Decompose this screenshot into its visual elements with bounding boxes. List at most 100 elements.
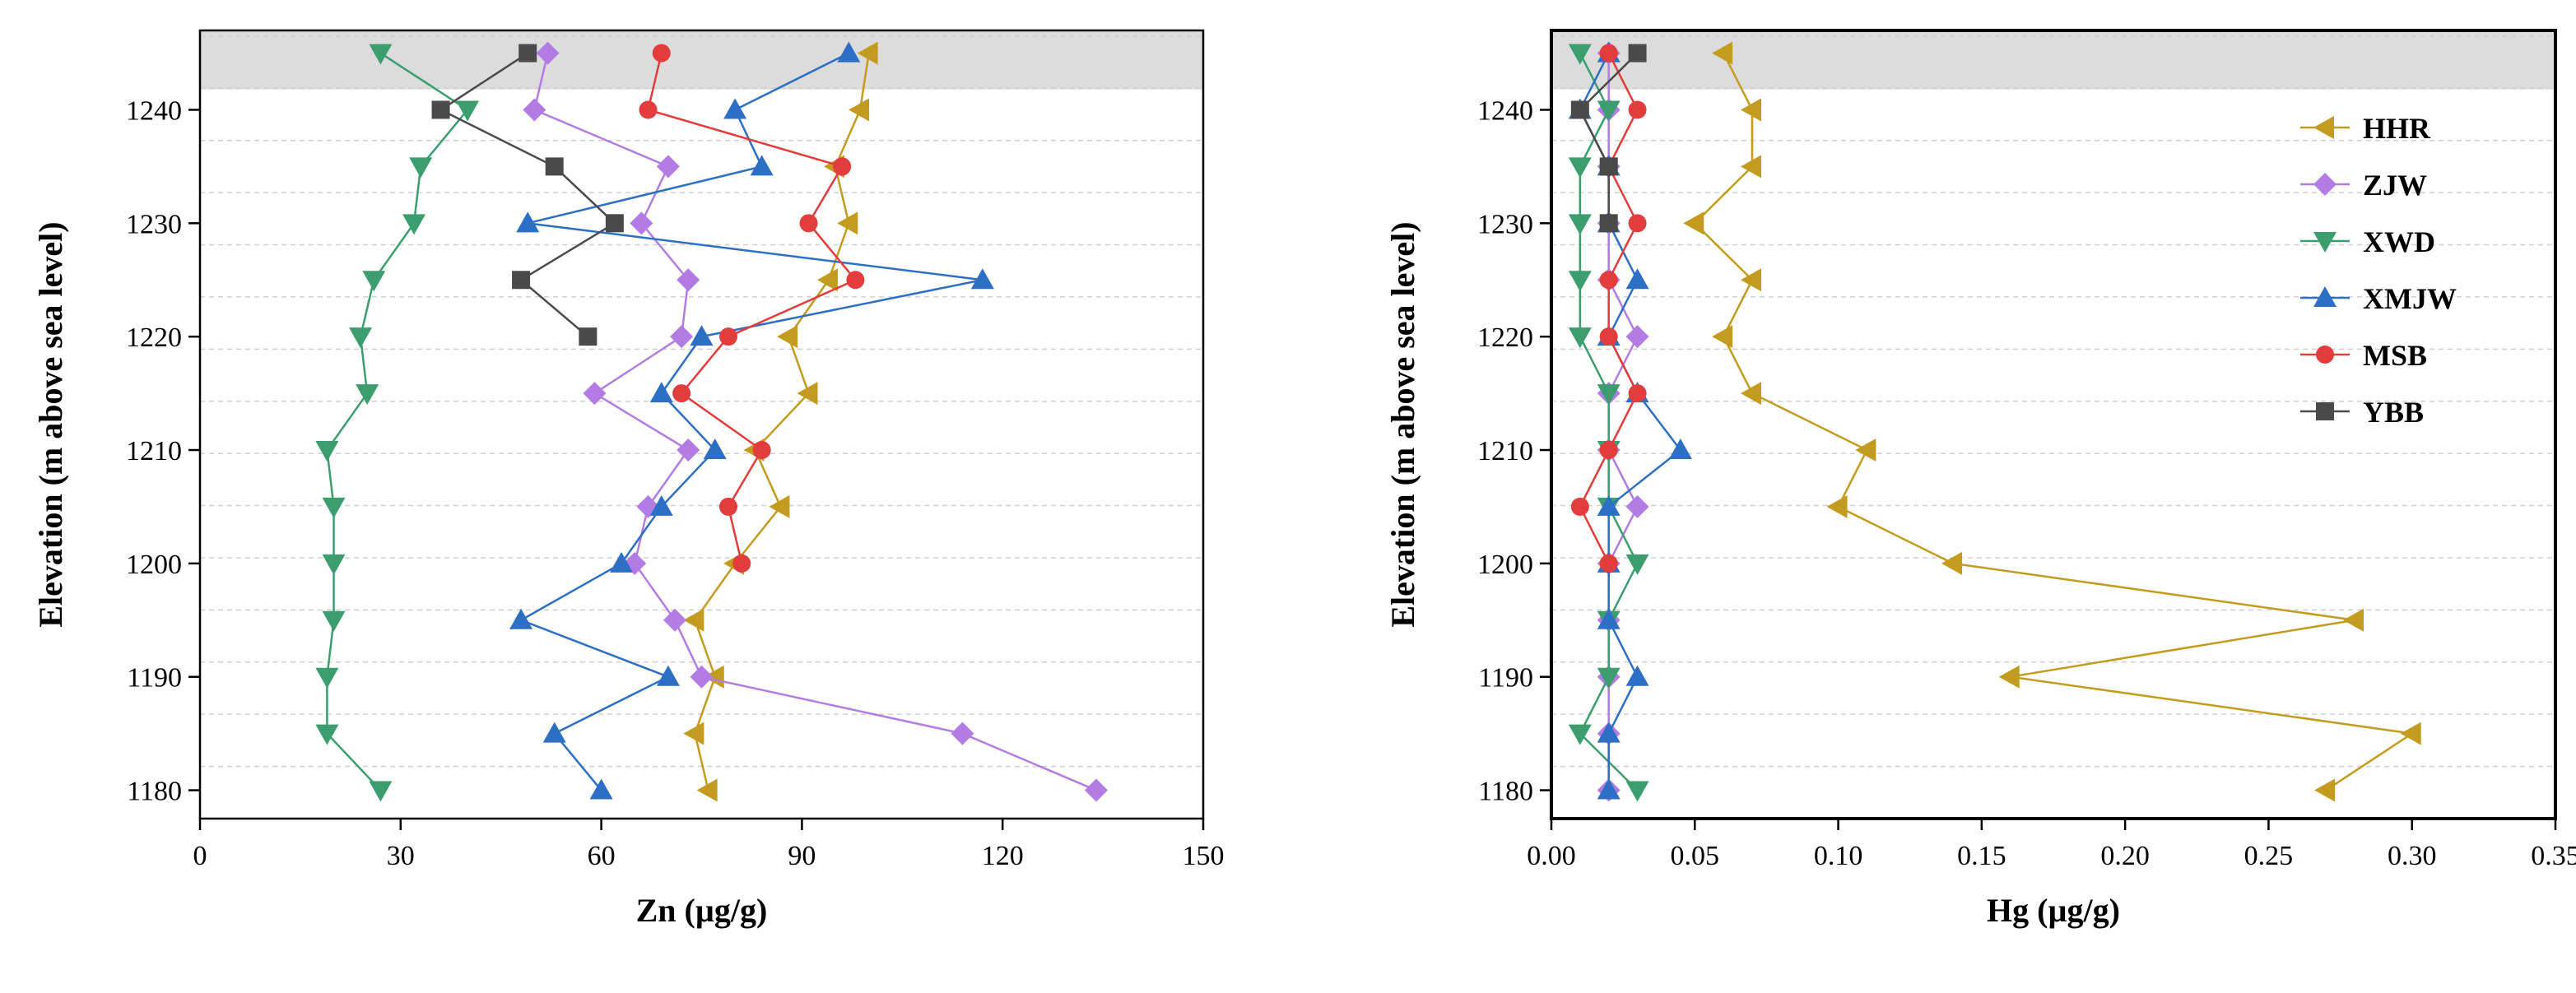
legend-marker — [2313, 286, 2337, 307]
data-point — [799, 214, 818, 233]
series-hhr — [1683, 41, 2421, 802]
data-point — [518, 44, 537, 63]
data-point — [545, 157, 564, 176]
data-point — [670, 325, 694, 349]
data-point — [1683, 211, 1704, 235]
y-tick-label: 1230 — [126, 209, 182, 239]
data-point — [579, 327, 598, 346]
x-tick-label: 120 — [982, 841, 1024, 871]
data-point — [970, 268, 994, 290]
x-tick-label: 0.15 — [1957, 841, 2006, 871]
y-tick-label: 1240 — [1477, 95, 1533, 126]
data-point — [2343, 608, 2364, 632]
y-tick-label: 1230 — [1477, 209, 1533, 239]
data-point — [1597, 608, 1620, 629]
legend-marker — [2313, 232, 2337, 253]
data-point — [1597, 100, 1620, 122]
y-tick-label: 1200 — [1477, 550, 1533, 580]
data-point — [656, 155, 680, 179]
data-point — [523, 98, 546, 122]
shaded-band — [200, 30, 1203, 90]
data-point — [677, 268, 700, 292]
data-point — [857, 41, 878, 65]
data-point — [777, 325, 798, 349]
data-point — [1712, 41, 1733, 65]
series-line — [532, 53, 1097, 791]
y-tick-label: 1190 — [127, 663, 182, 694]
data-point — [322, 610, 346, 632]
data-point — [1597, 384, 1620, 406]
data-point — [1668, 438, 1692, 460]
data-point — [696, 778, 718, 802]
data-point — [1599, 271, 1618, 290]
data-point — [703, 665, 724, 689]
data-point — [1941, 551, 1962, 575]
legend-label: MSB — [2363, 339, 2427, 372]
data-point — [656, 665, 680, 686]
legend-marker — [2316, 346, 2334, 364]
series-line — [1579, 53, 1639, 564]
legend-label: XMJW — [2363, 282, 2457, 315]
data-point — [1599, 441, 1618, 460]
data-point — [837, 211, 858, 235]
data-point — [951, 722, 974, 745]
data-point — [315, 441, 339, 462]
data-point — [719, 327, 738, 346]
data-point — [1628, 214, 1647, 233]
x-tick-label: 0.35 — [2531, 841, 2576, 871]
series-line — [646, 53, 858, 564]
y-axis-title: Elevation (m above sea level) — [1384, 221, 1421, 627]
data-point — [1625, 268, 1649, 290]
data-point — [609, 551, 633, 573]
hg-chart-panel: 0.00 0.05 0.10 0.15 0.20 0.25 0.30 0.35 1180 1190… — [1384, 29, 2576, 929]
data-point — [663, 608, 686, 632]
data-point — [1625, 665, 1649, 686]
data-point — [349, 327, 373, 349]
series-hhr — [683, 41, 878, 802]
legend-marker — [2316, 402, 2334, 420]
data-point — [1597, 494, 1620, 516]
data-point — [369, 44, 393, 65]
plot-frame — [1550, 29, 2557, 820]
data-point — [649, 494, 673, 516]
y-tick-label: 1220 — [1477, 322, 1533, 353]
data-point — [1741, 98, 1761, 122]
y-tick-label: 1190 — [1478, 663, 1533, 694]
x-tick-label: 60 — [588, 841, 616, 871]
data-point — [1855, 438, 1876, 462]
data-point — [589, 778, 613, 800]
data-point — [1628, 44, 1647, 63]
grid-lines — [200, 35, 1203, 768]
data-point — [849, 98, 870, 122]
x-tick-label: 0.00 — [1527, 841, 1576, 871]
legend-label: ZJW — [2363, 169, 2427, 202]
series-zjw — [523, 41, 1108, 802]
data-point — [322, 554, 346, 575]
x-axis-title: Zn (µg/g) — [636, 892, 768, 929]
data-point — [732, 554, 751, 573]
zn-chart-panel: 0 30 60 90 120 150 1180 1190 1200 1210 1220 1230 124… — [32, 29, 1225, 929]
data-point — [1597, 778, 1620, 800]
data-point — [1628, 100, 1647, 119]
shaded-band — [1551, 30, 2555, 90]
x-tick-label: 150 — [1183, 841, 1225, 871]
data-point — [456, 100, 480, 122]
y-tick-label: 1180 — [1478, 777, 1533, 807]
x-tick-label: 0.20 — [2100, 841, 2150, 871]
data-point — [652, 44, 671, 63]
series-msb — [639, 44, 865, 573]
x-tick-label: 30 — [387, 841, 415, 871]
y-axis-title: Elevation (m above sea level) — [32, 221, 69, 627]
legend-label: HHR — [2363, 112, 2431, 145]
data-point — [719, 497, 738, 516]
data-point — [1625, 325, 1649, 349]
data-point — [630, 211, 653, 235]
legend-marker — [2313, 173, 2337, 196]
data-point — [639, 100, 658, 119]
data-point — [402, 214, 426, 235]
y-tick-label: 1210 — [1477, 436, 1533, 466]
data-point — [1628, 384, 1647, 403]
x-tick-label: 0 — [193, 841, 207, 871]
data-point — [1625, 494, 1649, 518]
